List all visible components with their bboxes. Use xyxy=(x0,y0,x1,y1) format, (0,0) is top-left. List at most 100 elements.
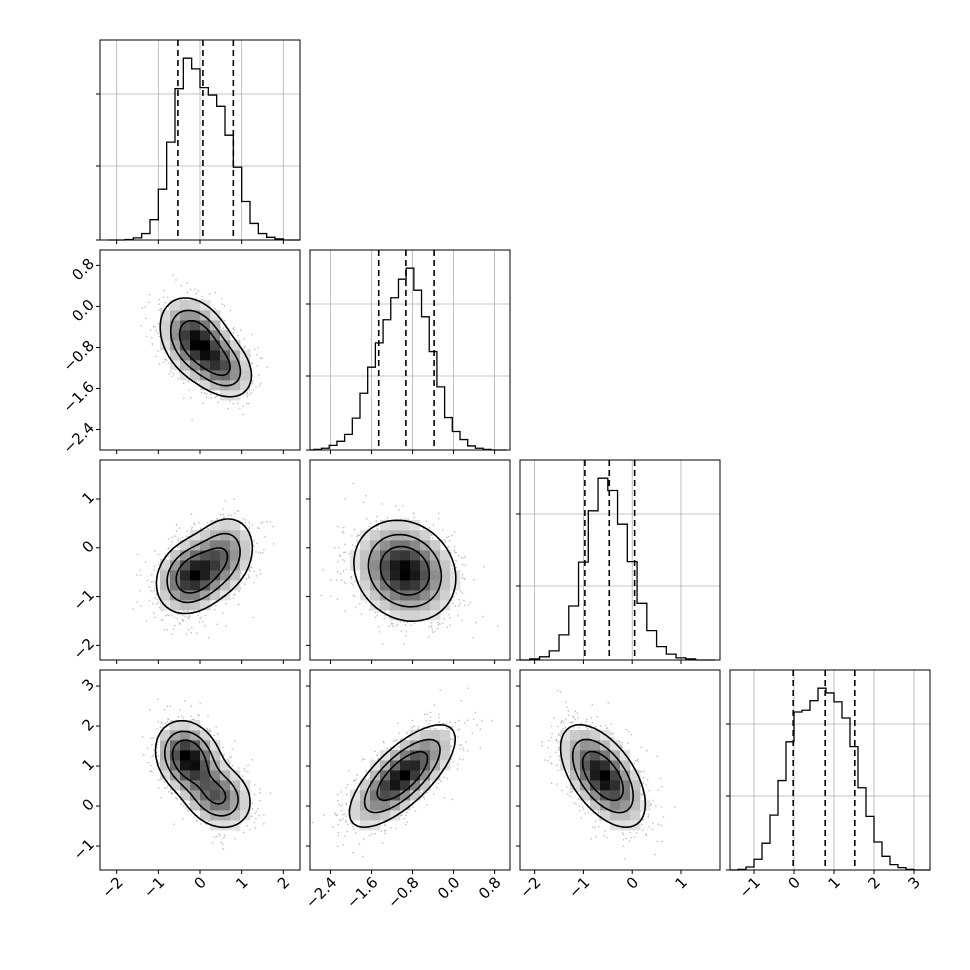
density-bin xyxy=(360,550,371,561)
density-bin xyxy=(230,780,241,791)
y-tick-label: −2 xyxy=(70,635,98,663)
density-bin xyxy=(200,340,211,351)
density-bin xyxy=(200,360,211,371)
density-bin xyxy=(180,300,191,311)
density-bin xyxy=(600,770,611,781)
density-bin xyxy=(240,800,251,811)
density-bin xyxy=(200,760,211,771)
density-bin xyxy=(160,760,171,771)
density-bin xyxy=(200,570,211,581)
density-bin xyxy=(210,770,221,781)
density-bin xyxy=(190,350,201,361)
density-bin xyxy=(440,740,451,751)
density-bin xyxy=(380,550,391,561)
density-bin xyxy=(230,360,241,371)
x-tick-label: −1.6 xyxy=(343,873,381,911)
density-bin xyxy=(440,760,451,771)
density-bin xyxy=(380,570,391,581)
density-bin xyxy=(170,300,181,311)
density-bin xyxy=(230,570,241,581)
density-bin xyxy=(210,590,221,601)
contour-level-2 xyxy=(171,739,227,805)
density-bin xyxy=(180,320,191,331)
density-bin xyxy=(620,810,631,821)
axes-frame xyxy=(519,459,721,661)
density-bin xyxy=(220,780,231,791)
density-bin xyxy=(390,540,401,551)
density-bin xyxy=(220,340,231,351)
density-bin xyxy=(240,790,251,801)
density-bin xyxy=(560,740,571,751)
density-bin xyxy=(230,790,241,801)
density-bin xyxy=(190,570,201,581)
density-bin xyxy=(180,780,191,791)
y-tick-label: −0.8 xyxy=(60,337,98,375)
density-bin xyxy=(410,530,421,541)
density-bin xyxy=(230,540,241,551)
density-bin xyxy=(620,820,631,831)
density-bin xyxy=(410,600,421,611)
density-bin xyxy=(350,560,361,571)
density-bin xyxy=(220,360,231,371)
density-bin xyxy=(220,330,231,341)
x-tick-label: 0.8 xyxy=(475,873,505,903)
density-bin xyxy=(380,520,391,531)
density-bin xyxy=(190,770,201,781)
density-bin xyxy=(240,810,251,821)
density-bin xyxy=(180,590,191,601)
axes-frame xyxy=(309,459,511,661)
density-bin xyxy=(580,740,591,751)
contour-level-1 xyxy=(169,309,242,387)
density-bin xyxy=(380,600,391,611)
density-bin xyxy=(210,540,221,551)
density-bin xyxy=(220,570,231,581)
density-bin xyxy=(170,770,181,781)
density-bin xyxy=(210,520,221,531)
density-bin xyxy=(160,560,171,571)
density-bin xyxy=(160,340,171,351)
density-bin xyxy=(590,760,601,771)
x-tick-label: 2 xyxy=(274,873,293,892)
density-bin xyxy=(190,790,201,801)
density-bin xyxy=(390,810,401,821)
axes-frame xyxy=(99,249,301,451)
density-bin xyxy=(350,800,361,811)
tick-labels: −2.4−1.6−0.8 0.0 0.8 −2 −1 0 1 −1 0 1 2 3 xyxy=(60,255,98,864)
contour-level-2 xyxy=(379,545,431,596)
x-tick-label: 0 xyxy=(785,873,804,892)
y-tick-label: −1 xyxy=(70,586,98,614)
density-bin xyxy=(400,760,411,771)
x-tick-label: 1 xyxy=(232,873,251,892)
density-bin xyxy=(370,530,381,541)
x-tick-label: 1 xyxy=(672,873,691,892)
density-bin xyxy=(200,730,211,741)
density-bin xyxy=(410,770,421,781)
density-bin xyxy=(410,760,421,771)
density-bin xyxy=(180,310,191,321)
density-bin xyxy=(380,790,391,801)
x-tick-label: 3 xyxy=(905,873,924,892)
density-bin xyxy=(220,550,231,561)
axes-frame xyxy=(99,459,301,661)
density-bin xyxy=(370,780,381,791)
density-bin xyxy=(420,610,431,621)
density-bin xyxy=(600,760,611,771)
density-bin xyxy=(560,750,571,761)
x-tick-label: −1 xyxy=(565,873,593,901)
hist-panel-1 xyxy=(306,249,511,454)
density-bin xyxy=(210,800,221,811)
density-bin xyxy=(200,580,211,591)
density-bin xyxy=(230,800,241,811)
density-bin xyxy=(390,790,401,801)
axes-frame xyxy=(99,669,301,871)
density-bin xyxy=(410,780,421,791)
density-bin xyxy=(180,350,191,361)
density-bin xyxy=(380,810,391,821)
density-bin xyxy=(430,600,441,611)
density-bin xyxy=(390,600,401,611)
density-bin xyxy=(430,730,441,741)
density-bin xyxy=(210,320,221,331)
histogram-step xyxy=(730,687,930,871)
density-bin xyxy=(370,550,381,561)
